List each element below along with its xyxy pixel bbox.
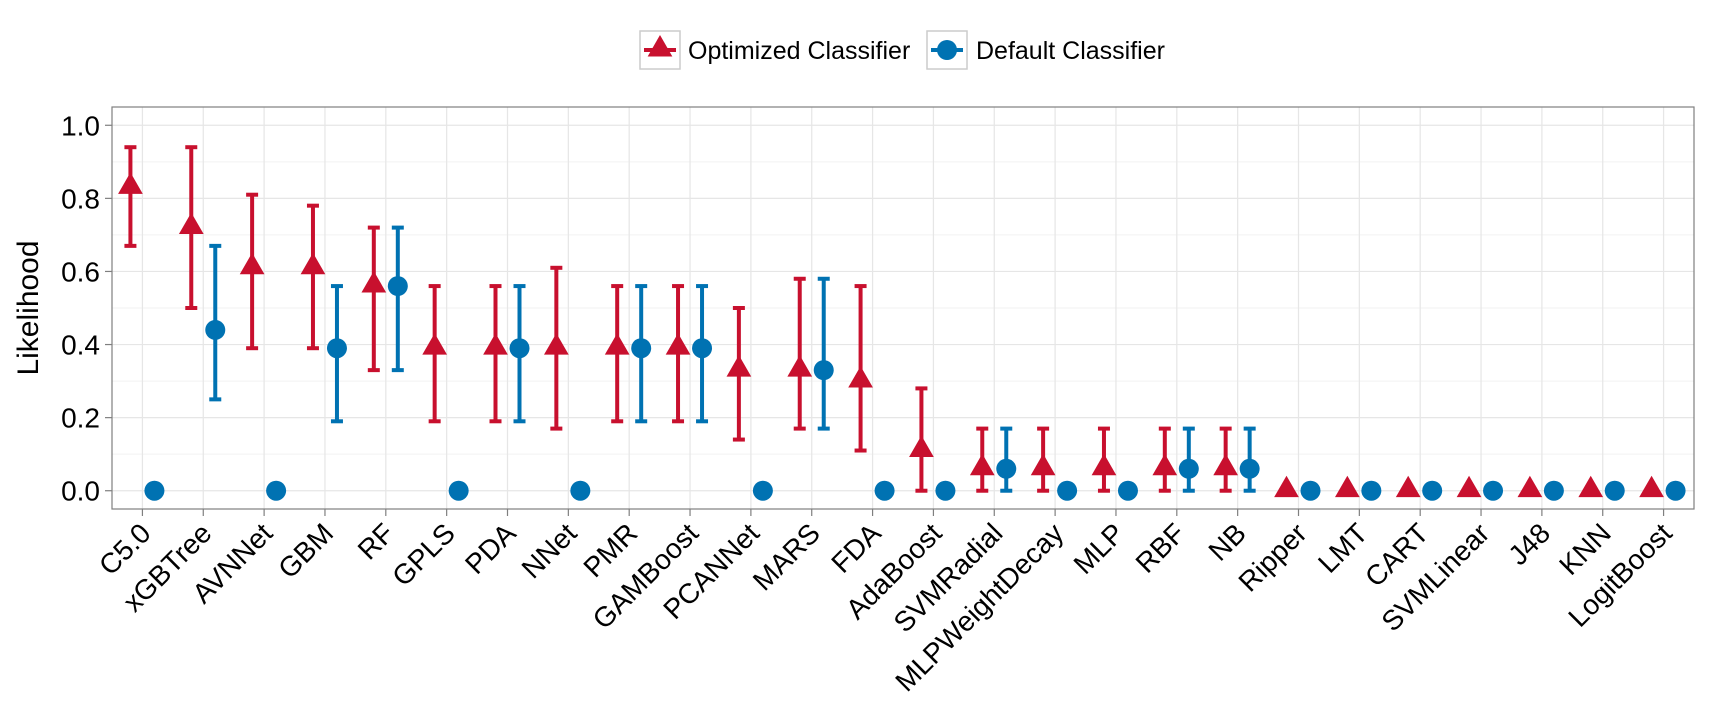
y-tick-label: 0.4 [61,330,100,361]
triangle-point [909,435,934,457]
x-tick-label: PDA [459,517,522,580]
data-marks [118,145,1686,501]
triangle-point [787,355,813,377]
circle-point [1239,458,1260,479]
circle-point [1543,480,1564,501]
circle-point [448,480,469,501]
x-tick-label: NB [1202,517,1251,566]
circle-point [570,480,591,501]
circle-point [387,276,408,297]
triangle-point [1274,475,1299,498]
circle-point [266,480,287,501]
circle-point [1178,458,1199,479]
triangle-point [665,333,691,355]
legend-triangle-icon [647,35,673,57]
triangle-point [178,212,204,235]
legend-item-default: Default Classifier [926,30,1165,70]
y-axis-title: Likelihood [12,240,45,375]
y-tick-label: 0.8 [61,183,100,214]
x-tick-label: RBF [1130,517,1192,579]
triangle-point [1517,475,1543,498]
x-tick-label: RF [352,517,400,565]
triangle-point [1334,475,1360,498]
y-axis: 0.0 0.2 0.4 0.6 0.8 1.0 [61,110,112,507]
triangle-point [1152,453,1178,476]
circle-point [1361,480,1382,501]
circle-point [1117,480,1138,501]
triangle-point [483,333,508,355]
circle-point [752,480,773,501]
circle-point [813,360,834,381]
circle-point [509,338,530,359]
triangle-point [118,172,143,194]
x-tick-label: Ripper [1232,517,1312,597]
circle-point [1483,480,1504,501]
triangle-point [1213,453,1239,476]
triangle-point [1578,475,1604,498]
triangle-point [543,333,569,355]
triangle-point [848,366,873,388]
y-tick-label: 0.6 [61,256,100,287]
circle-point [692,338,713,359]
circle-point [1300,480,1321,501]
triangle-point [969,453,995,476]
circle-point [631,338,652,359]
circle-point [326,338,347,359]
triangle-point [422,333,448,355]
circle-point [996,458,1017,479]
triangle-point [300,252,326,275]
y-tick-label: 1.0 [61,110,100,141]
circle-point [205,319,226,340]
default-series [144,225,1686,501]
legend: Optimized Classifier Default Classifier [639,30,1165,70]
circle-point [874,480,895,501]
x-tick-label: NNet [516,517,583,584]
circle-point [144,480,165,501]
y-tick-label: 0.0 [61,476,100,507]
plot-panel [111,106,1695,510]
y-tick-label: 0.2 [61,403,100,434]
panel-border [111,106,1695,510]
x-tick-label: J48 [1502,517,1556,571]
circle-point [935,480,956,501]
x-tick-label: MARS [747,517,826,596]
circle-point [1057,480,1078,501]
legend-item-optimized: Optimized Classifier [639,30,910,70]
x-tick-label: MLP [1068,517,1131,580]
legend-label: Optimized Classifier [688,37,910,65]
triangle-point [1091,453,1117,476]
circle-point [1665,480,1686,501]
triangle-point [604,333,630,355]
triangle-point [726,355,752,377]
triangle-point [239,252,265,275]
circle-point [1422,480,1443,501]
legend-label: Default Classifier [976,37,1165,65]
triangle-point [1639,475,1664,498]
legend-circle-icon [937,40,957,60]
triangle-point [1030,453,1056,476]
optimized-series [118,145,1664,498]
triangle-point [361,271,387,293]
triangle-point [1395,475,1421,498]
x-tick-label: GPLS [386,517,461,592]
x-tick-label: GBM [272,517,339,584]
triangle-point [1456,475,1482,498]
circle-point [1604,480,1625,501]
